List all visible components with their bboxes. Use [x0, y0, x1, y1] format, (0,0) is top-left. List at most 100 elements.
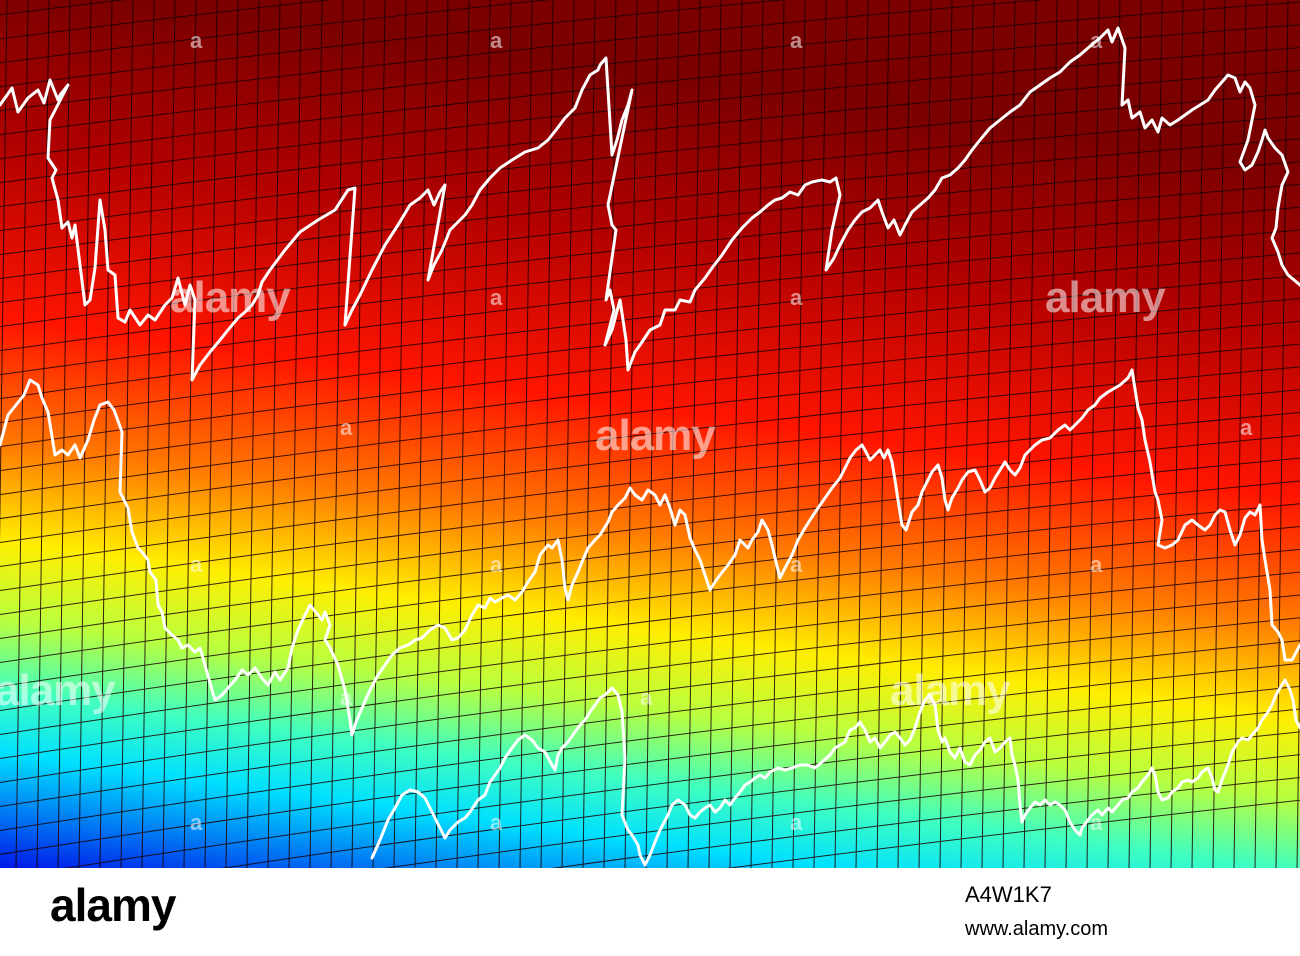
grid-row-line — [0, 1, 1300, 136]
watermark-tile: a — [340, 415, 353, 440]
grid-row-line — [0, 252, 1300, 400]
grid-lines — [0, 0, 1300, 868]
grid-column-line — [1233, 0, 1247, 868]
stock-footer-bar: alamy A4W1K7 www.alamy.com — [0, 868, 1300, 956]
rainbow-graph-illustration: alamy alamy alamy alamy alamy a a a a a … — [0, 0, 1300, 868]
grid-column-line — [1191, 0, 1205, 868]
grid-row-line — [0, 161, 1300, 304]
grid-column-line — [1107, 0, 1121, 868]
watermark-layer: alamy alamy alamy alamy alamy a a a a a … — [0, 28, 1253, 835]
grid-column-line — [414, 0, 428, 868]
grid-row-line — [63, 708, 1300, 868]
grid-column-line — [1128, 0, 1142, 868]
alamy-logo: alamy — [50, 879, 176, 931]
grid-column-line — [834, 0, 848, 868]
grid-column-line — [708, 0, 722, 868]
grid-column-line — [372, 0, 386, 868]
grid-column-line — [78, 0, 92, 868]
grid-column-line — [918, 0, 932, 868]
grid-row-line — [0, 617, 1300, 783]
grid-column-line — [750, 0, 764, 868]
grid-column-line — [792, 0, 806, 868]
watermark-tile: a — [490, 552, 503, 577]
image-id-label: A4W1K7 — [965, 882, 1052, 907]
grid-column-line — [267, 0, 281, 868]
grid-row-line — [0, 69, 1300, 208]
grid-column-line — [288, 0, 302, 868]
grid-row-line — [0, 366, 1300, 520]
grid-row-line — [0, 320, 1300, 472]
grid-column-line — [582, 0, 596, 868]
watermark-tile: a — [490, 810, 503, 835]
grid-column-line — [729, 0, 743, 868]
grid-column-line — [162, 0, 176, 868]
watermark-tile: a — [490, 285, 503, 310]
watermark-text: alamy — [1045, 273, 1166, 322]
grid-row-line — [0, 229, 1300, 376]
grid-column-line — [0, 0, 8, 543]
watermark-tile: a — [1090, 810, 1103, 835]
watermark-text: alamy — [0, 666, 116, 715]
grid-column-line — [225, 0, 239, 868]
grid-row-line — [0, 0, 551, 64]
grid-row-line — [0, 0, 332, 40]
grid-column-line — [456, 0, 470, 868]
grid-row-line — [0, 92, 1300, 232]
grid-column-line — [813, 0, 827, 868]
grid-column-line — [981, 0, 995, 868]
grid-column-line — [1023, 0, 1037, 868]
grid-column-line — [57, 0, 71, 868]
trend-lines — [0, 26, 1300, 867]
grid-row-line — [0, 138, 1300, 280]
grid-column-line — [204, 0, 218, 868]
grid-column-line — [1002, 0, 1016, 868]
trend-line-middle — [0, 368, 1300, 737]
grid-column-line — [1170, 0, 1184, 868]
watermark-tile: a — [1090, 552, 1103, 577]
trend-line-bottom — [370, 678, 1300, 867]
grid-column-line — [897, 0, 911, 868]
grid-column-line — [1086, 0, 1100, 868]
grid-column-line — [36, 0, 50, 868]
watermark-tile: a — [790, 552, 803, 577]
grid-column-line — [477, 0, 491, 868]
grid-column-line — [645, 0, 659, 868]
watermark-tile: a — [190, 28, 203, 53]
grid-column-line — [393, 0, 407, 868]
watermark-tile: a — [790, 810, 803, 835]
watermark-tile: a — [640, 685, 653, 710]
grid-row-line — [0, 0, 1045, 112]
grid-column-line — [1044, 0, 1058, 868]
grid-column-line — [624, 0, 638, 868]
grid-column-line — [99, 0, 113, 868]
grid-column-line — [960, 0, 974, 868]
grid-row-line — [0, 343, 1300, 496]
grid-column-line — [561, 0, 575, 868]
grid-row-line — [0, 640, 1300, 807]
grid-column-line — [519, 0, 533, 868]
grid-column-line — [666, 0, 680, 868]
grid-row-line — [0, 662, 1300, 831]
grid-column-line — [246, 0, 260, 868]
grid-column-line — [876, 0, 890, 868]
grid-row-line — [726, 799, 1300, 868]
grid-column-line — [351, 0, 365, 868]
site-url-label: www.alamy.com — [965, 918, 1108, 940]
grid-row-line — [0, 685, 1300, 855]
grid-column-line — [540, 0, 554, 868]
grid-column-line — [687, 0, 701, 868]
grid-column-line — [1275, 0, 1289, 868]
watermark-text: alamy — [890, 666, 1011, 715]
watermark-tile: a — [790, 285, 803, 310]
grid-column-line — [120, 0, 134, 868]
grid-row-line — [0, 47, 1300, 184]
grid-column-line — [1149, 0, 1163, 868]
grid-row-line — [383, 754, 1300, 868]
grid-row-line — [0, 115, 1300, 256]
grid-column-line — [1065, 0, 1079, 868]
grid-row-line — [0, 206, 1300, 352]
grid-row-line — [0, 297, 1300, 448]
grid-column-line — [183, 0, 197, 868]
watermark-tile: a — [1240, 415, 1253, 440]
